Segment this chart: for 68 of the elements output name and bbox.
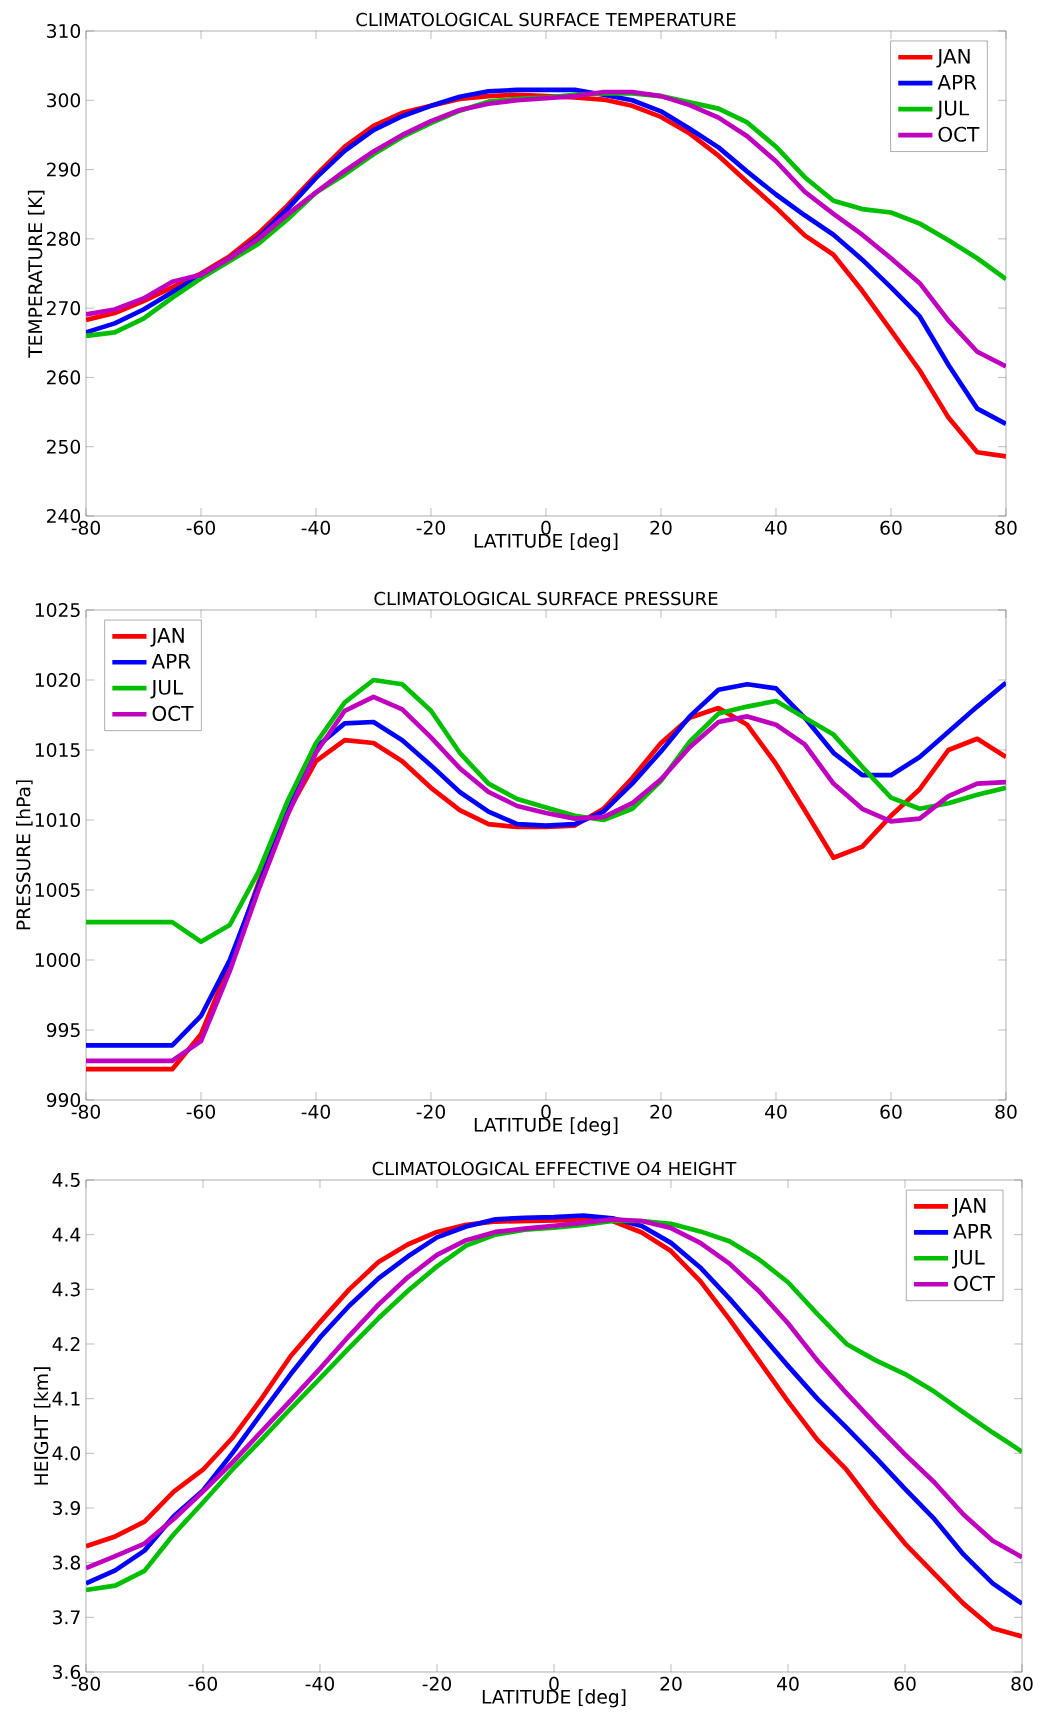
y-axis-title: PRESSURE [hPa] — [15, 780, 33, 930]
y-tick-label: 3.7 — [53, 1610, 80, 1625]
y-tick-label: 3.9 — [53, 1500, 80, 1516]
y-tick-label: 4.2 — [52, 1337, 80, 1351]
y-tick-label: 280 — [47, 231, 81, 246]
x-tick-label: -20 — [416, 1104, 445, 1119]
x-tick-label: 0 — [541, 1104, 551, 1119]
chart-title: CLIMATOLOGICAL EFFECTIVE O4 HEIGHT — [372, 1161, 737, 1176]
legend-label: APR — [937, 74, 977, 90]
y-tick-label: 995 — [46, 1022, 80, 1038]
y-tick-label: 3.8 — [53, 1555, 81, 1570]
x-tick-label: 20 — [650, 520, 672, 535]
chart-title: CLIMATOLOGICAL SURFACE TEMPERATURE — [356, 12, 736, 27]
y-tick-label: 260 — [47, 370, 81, 385]
x-tick-label: 0 — [541, 520, 551, 535]
y-axis-title: TEMPERATURE [K] — [27, 190, 45, 358]
x-tick-label: 0 — [549, 1676, 559, 1691]
y-tick-label: 250 — [47, 439, 81, 454]
legend-label: OCT — [152, 705, 194, 721]
x-axis-title: LATITUDE [deg] — [482, 1689, 626, 1708]
legend-label: JAN — [936, 48, 970, 68]
x-tick-label: -40 — [301, 520, 331, 535]
y-tick-label: 270 — [47, 301, 81, 316]
y-tick-label: 290 — [47, 162, 81, 177]
x-tick-label: 40 — [765, 520, 787, 535]
legend-label: OCT — [938, 126, 980, 142]
x-tick-label: 80 — [995, 520, 1017, 535]
x-tick-label: 60 — [880, 520, 902, 535]
y-tick-label: 4.5 — [52, 1173, 80, 1187]
legend-label: JUL — [936, 100, 969, 120]
legend-label: APR — [953, 1224, 993, 1239]
x-tick-label: -60 — [186, 520, 216, 535]
y-tick-label: 1000 — [35, 952, 81, 968]
y-tick-label: 4.1 — [52, 1391, 80, 1406]
x-tick-label: 40 — [765, 1104, 787, 1119]
x-axis-title: LATITUDE [deg] — [474, 533, 618, 552]
y-tick-label: 4.0 — [52, 1446, 81, 1461]
x-tick-label: 60 — [894, 1676, 916, 1691]
y-tick-label: 1005 — [35, 882, 80, 898]
y-tick-label: 300 — [47, 93, 81, 108]
legend-label: JAN — [150, 628, 184, 647]
x-tick-label: 80 — [1011, 1676, 1033, 1691]
y-tick-label: 4.4 — [52, 1227, 81, 1242]
x-tick-label: -40 — [301, 1104, 331, 1119]
y-tick-label: 310 — [47, 23, 81, 39]
y-tick-label: 1010 — [35, 812, 81, 828]
x-tick-label: -60 — [186, 1104, 216, 1119]
x-tick-label: -40 — [305, 1676, 335, 1691]
x-tick-label: -60 — [188, 1676, 218, 1691]
legend-label: JAN — [952, 1198, 986, 1217]
x-tick-label: 40 — [777, 1676, 799, 1691]
y-tick-label: 4.3 — [52, 1282, 80, 1297]
legend-label: JUL — [952, 1249, 985, 1269]
x-tick-label: -20 — [416, 520, 445, 535]
x-tick-label: 20 — [650, 1104, 672, 1119]
x-tick-label: -20 — [422, 1676, 452, 1691]
x-tick-label: 60 — [880, 1104, 902, 1119]
y-tick-label: 1020 — [35, 672, 81, 688]
x-axis-title: LATITUDE [deg] — [474, 1117, 618, 1136]
y-axis-title: HEIGHT [km] — [33, 1367, 51, 1485]
legend-label: APR — [151, 653, 191, 669]
chart-title: CLIMATOLOGICAL SURFACE PRESSURE — [374, 591, 718, 606]
y-tick-label: 1015 — [35, 742, 80, 758]
legend-label: OCT — [954, 1275, 996, 1291]
y-tick-label: 1025 — [35, 602, 80, 618]
legend-label: JUL — [150, 679, 184, 699]
x-tick-label: 80 — [995, 1104, 1017, 1119]
x-tick-label: 20 — [660, 1676, 682, 1691]
